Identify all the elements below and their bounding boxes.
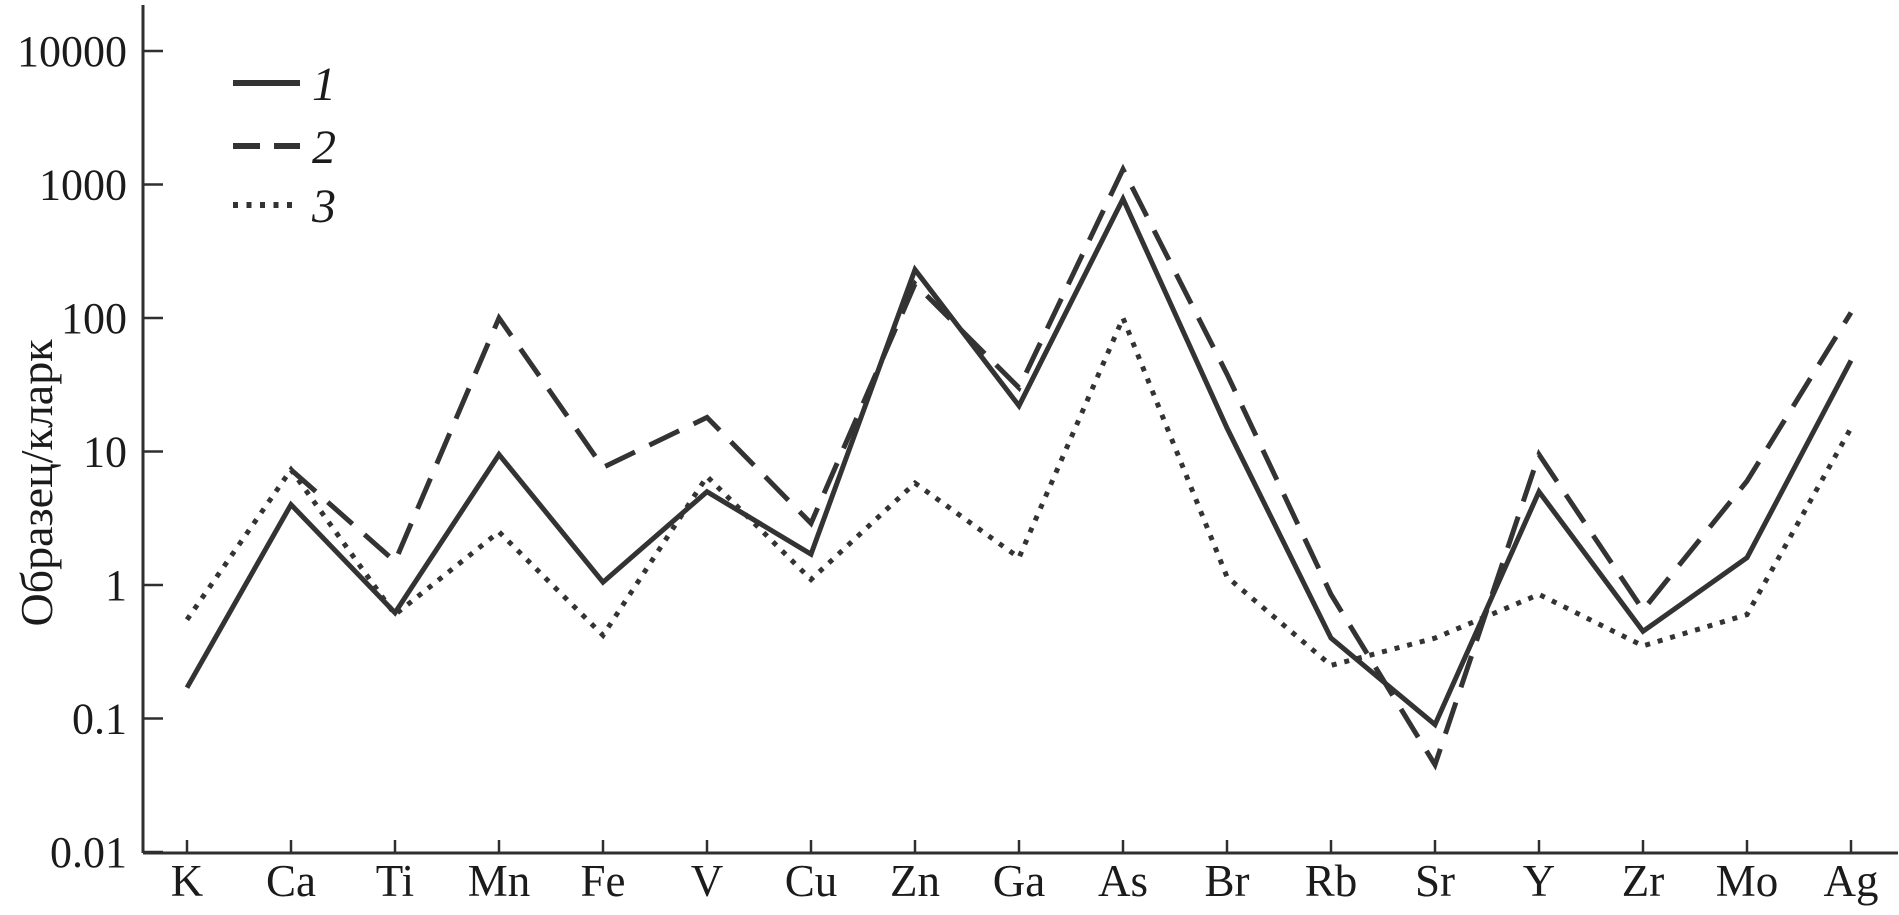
x-axis-tick-label: Sr: [1415, 856, 1455, 906]
x-axis-tick-label: Fe: [581, 856, 626, 906]
legend-label-series-3: 3: [311, 180, 336, 233]
x-axis-tick-label: Zr: [1622, 856, 1664, 906]
y-axis-tick-label: 10000: [17, 27, 127, 76]
series-2-line: [289, 163, 1854, 771]
x-axis-tick-label: Y: [1523, 856, 1556, 906]
y-axis-ticks: 10000 1000 100 10 1 0.1 0.01: [17, 27, 163, 877]
x-axis-tick-label: Ti: [376, 856, 414, 906]
y-axis-tick-label: 1: [105, 561, 127, 610]
x-axis-ticks: K Ca Ti Mn Fe V Cu Zn Ga As Br Rb Sr Y Zr Mo Ag: [171, 840, 1879, 906]
series-lines: [184, 163, 1854, 771]
x-axis-tick-label: Mn: [468, 856, 531, 906]
x-axis-tick-label: Rb: [1305, 856, 1358, 906]
y-axis-tick-label: 0.1: [72, 695, 127, 744]
y-axis-tick-label: 100: [61, 294, 127, 343]
y-axis-tick-label: 1000: [39, 161, 127, 210]
x-axis-tick-label: Ag: [1824, 856, 1879, 906]
x-axis-tick-label: As: [1098, 856, 1148, 906]
x-axis-tick-label: V: [691, 856, 724, 906]
legend: 1 2 3: [233, 58, 336, 233]
legend-label-series-2: 2: [312, 121, 336, 174]
series-3-line: [184, 311, 1854, 669]
series-1-line: [184, 193, 1854, 729]
x-axis-tick-label: Ga: [993, 856, 1045, 906]
y-axis-title: Образец/кларк: [11, 339, 62, 627]
x-axis-tick-label: Ca: [266, 856, 316, 906]
x-axis-tick-label: Zn: [890, 856, 940, 906]
y-axis-tick-label: 10: [83, 428, 127, 477]
x-axis-tick-label: Cu: [785, 856, 838, 906]
legend-label-series-1: 1: [312, 58, 336, 111]
x-axis-tick-label: Br: [1205, 856, 1250, 906]
x-axis-tick-label: K: [171, 856, 204, 906]
x-axis-tick-label: Mo: [1716, 856, 1779, 906]
y-axis-tick-label: 0.01: [50, 828, 127, 877]
